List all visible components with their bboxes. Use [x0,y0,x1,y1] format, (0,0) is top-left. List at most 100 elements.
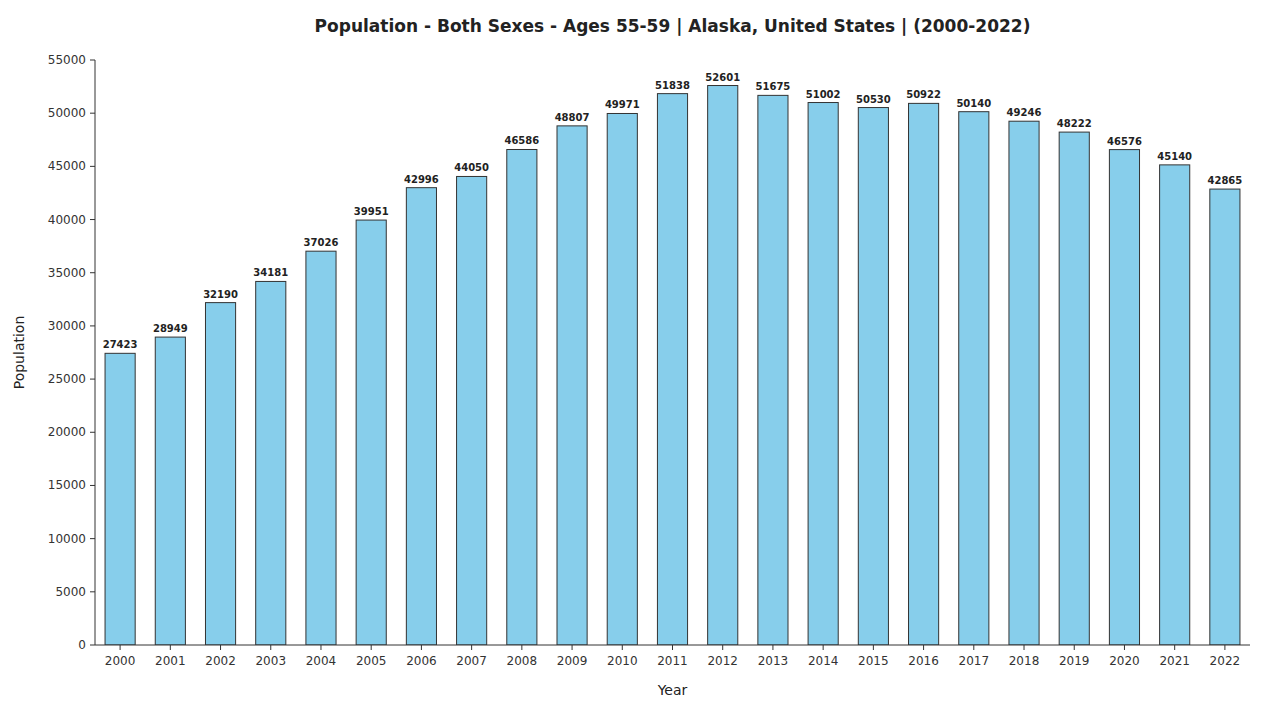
y-tick-label: 5000 [55,585,86,599]
data-label: 46586 [504,135,539,146]
x-tick [170,645,171,650]
x-tick [572,645,573,650]
x-tick [120,645,121,650]
y-tick-label: 30000 [48,319,86,333]
x-tick [1024,645,1025,650]
y-tick-label: 25000 [48,372,86,386]
x-axis: 2000200120022003200420052006200720082009… [95,645,1250,668]
y-tick [90,645,95,646]
x-tick-label: 2011 [657,654,688,668]
bar [306,251,336,645]
x-tick-label: 2000 [105,654,136,668]
y-tick-label: 45000 [48,159,86,173]
x-tick-label: 2017 [959,654,990,668]
x-tick [371,645,372,650]
bar [457,176,487,645]
y-tick [90,538,95,539]
data-label: 44050 [454,162,489,173]
x-tick [823,645,824,650]
chart: 2742328949321903418137026399514299644050… [0,0,1280,720]
x-tick-label: 2018 [1009,654,1040,668]
x-tick-label: 2019 [1059,654,1090,668]
data-label: 48807 [555,112,590,123]
x-tick [1074,645,1075,650]
data-label: 28949 [153,323,188,334]
bar [1009,121,1039,645]
data-label: 39951 [354,206,389,217]
y-tick [90,325,95,326]
bar [1210,189,1240,645]
bar [406,188,436,645]
data-label: 34181 [253,267,288,278]
data-label: 51675 [756,81,791,92]
x-tick [1124,645,1125,650]
y-tick [90,272,95,273]
x-tick-label: 2022 [1210,654,1241,668]
x-tick-label: 2006 [406,654,437,668]
x-tick [622,645,623,650]
x-tick-label: 2013 [758,654,789,668]
bar [205,303,235,645]
bar [1160,165,1190,645]
x-tick-label: 2016 [908,654,939,668]
data-label: 50922 [906,89,941,100]
y-tick-label: 0 [78,638,86,652]
data-labels: 2742328949321903418137026399514299644050… [103,72,1243,351]
y-tick-label: 35000 [48,266,86,280]
data-label: 49246 [1007,107,1042,118]
y-axis: 0500010000150002000025000300003500040000… [48,53,95,652]
data-label: 50530 [856,94,891,105]
data-label: 50140 [956,98,991,109]
x-tick [772,645,773,650]
y-tick [90,60,95,61]
bar [657,94,687,645]
data-label: 51838 [655,80,690,91]
y-tick [90,591,95,592]
data-label: 42996 [404,174,439,185]
x-tick-label: 2007 [456,654,487,668]
bar [1109,150,1139,645]
data-label: 46576 [1107,136,1142,147]
data-label: 27423 [103,339,138,350]
x-tick [973,645,974,650]
bar [356,220,386,645]
bars [105,86,1240,645]
bar [708,86,738,645]
bar [1059,132,1089,645]
data-label: 45140 [1157,151,1192,162]
x-tick [320,645,321,650]
x-tick-label: 2005 [356,654,387,668]
x-tick-label: 2021 [1159,654,1190,668]
data-label: 52601 [705,72,740,83]
x-tick [1174,645,1175,650]
x-tick-label: 2004 [306,654,337,668]
bar [758,95,788,645]
x-tick [471,645,472,650]
bar [557,126,587,645]
x-tick [923,645,924,650]
x-tick [270,645,271,650]
y-tick [90,485,95,486]
bar [858,108,888,645]
bar [909,103,939,645]
data-label: 51002 [806,89,841,100]
title: Population - Both Sexes - Ages 55-59 | A… [315,16,1031,36]
x-axis-label: Year [657,682,688,698]
y-tick [90,166,95,167]
y-tick-label: 55000 [48,53,86,67]
data-label: 49971 [605,99,640,110]
y-axis-label: Population [11,316,27,390]
y-tick [90,113,95,114]
x-tick [672,645,673,650]
x-tick [873,645,874,650]
x-tick-label: 2002 [205,654,236,668]
y-tick-label: 50000 [48,106,86,120]
data-label: 32190 [203,289,238,300]
x-tick-label: 2015 [858,654,889,668]
x-tick-label: 2014 [808,654,839,668]
bar [959,112,989,645]
bar [105,353,135,645]
bar [256,281,286,645]
x-tick-label: 2008 [507,654,538,668]
x-tick-label: 2009 [557,654,588,668]
